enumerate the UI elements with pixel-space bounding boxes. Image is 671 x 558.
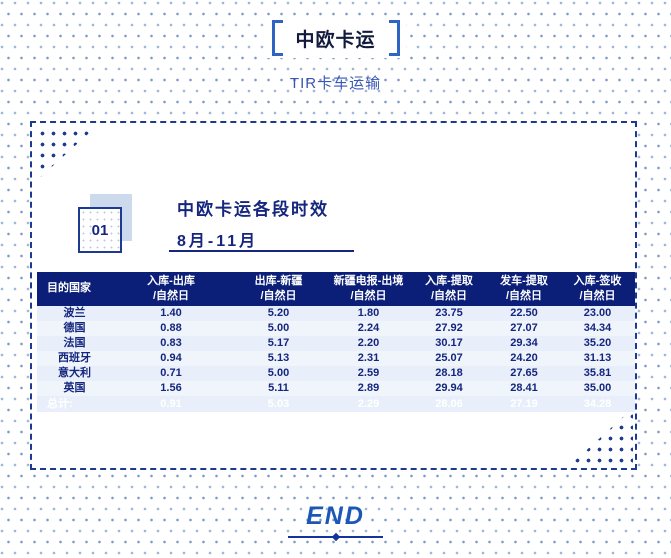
- value-cell: 35.81: [560, 365, 635, 381]
- table-row: 法国 0.83 5.17 2.20 30.17 29.34 35.20: [37, 335, 635, 351]
- value-cell: 30.17: [410, 335, 488, 351]
- value-cell: 29.94: [410, 380, 488, 396]
- value-cell: 27.65: [488, 365, 560, 381]
- total-value-cell: 34.28: [560, 395, 635, 412]
- value-cell: 2.20: [327, 335, 410, 351]
- value-cell: 2.59: [327, 365, 410, 381]
- section-title-line1: 中欧卡运各段时效: [177, 200, 329, 219]
- value-cell: 5.11: [230, 380, 327, 396]
- value-cell: 1.80: [327, 305, 410, 321]
- end-divider: [288, 532, 383, 542]
- value-cell: 23.00: [560, 305, 635, 321]
- value-cell: 28.41: [488, 380, 560, 396]
- table-row: 波兰 1.40 5.20 1.80 23.75 22.50 23.00: [37, 305, 635, 321]
- column-header: 入库-提取 /自然日: [410, 272, 488, 306]
- brand-title: 中欧卡运: [295, 29, 376, 51]
- column-header: 发车-提取 /自然日: [488, 272, 560, 306]
- value-cell: 22.50: [488, 305, 560, 321]
- timing-table: 目的国家 入库-出库 /自然日 出库-新疆 /自然日 新疆电报-出境 /自然日: [37, 272, 635, 412]
- value-cell: 2.24: [327, 320, 410, 336]
- column-header-country: 目的国家: [37, 272, 112, 306]
- corner-dots-top-left: [34, 125, 98, 183]
- country-cell: 西班牙: [37, 350, 112, 366]
- value-cell: 23.75: [410, 305, 488, 321]
- country-cell: 德国: [37, 320, 112, 336]
- total-value-cell: 5.03: [230, 395, 327, 412]
- right-bracket-icon: [388, 20, 400, 56]
- left-bracket-icon: [271, 20, 283, 56]
- table-row: 西班牙 0.94 5.13 2.31 25.07 24.20 31.13: [37, 350, 635, 366]
- value-cell: 1.40: [112, 305, 230, 321]
- value-cell: 5.00: [230, 320, 327, 336]
- value-cell: 25.07: [410, 350, 488, 366]
- column-header: 出库-新疆 /自然日: [230, 272, 327, 306]
- content-card: 01 中欧卡运各段时效 8月-11月 目的国家 入库-出库 /自然日: [30, 121, 637, 470]
- total-value-cell: 28.06: [410, 395, 488, 412]
- total-label: 总计:: [37, 395, 112, 412]
- total-value-cell: 2.29: [327, 395, 410, 412]
- end-section: END: [0, 502, 671, 542]
- value-cell: 28.18: [410, 365, 488, 381]
- end-label: END: [306, 502, 365, 530]
- section-number-badge: 01: [78, 207, 122, 253]
- value-cell: 5.00: [230, 365, 327, 381]
- brand-header: 中欧卡运: [265, 18, 406, 58]
- table-header-row: 目的国家 入库-出库 /自然日 出库-新疆 /自然日 新疆电报-出境 /自然日: [37, 272, 635, 306]
- title-underline: [169, 250, 354, 252]
- corner-dots-bottom-right: [569, 408, 633, 466]
- value-cell: 34.34: [560, 320, 635, 336]
- value-cell: 2.89: [327, 380, 410, 396]
- country-cell: 英国: [37, 380, 112, 396]
- column-header: 新疆电报-出境 /自然日: [327, 272, 410, 306]
- value-cell: 5.17: [230, 335, 327, 351]
- value-cell: 35.00: [560, 380, 635, 396]
- section-title: 中欧卡运各段时效 8月-11月: [177, 195, 329, 251]
- total-value-cell: 0.91: [112, 395, 230, 412]
- value-cell: 35.20: [560, 335, 635, 351]
- value-cell: 24.20: [488, 350, 560, 366]
- column-header: 入库-签收 /自然日: [560, 272, 635, 306]
- value-cell: 0.94: [112, 350, 230, 366]
- total-value-cell: 27.19: [488, 395, 560, 412]
- value-cell: 2.31: [327, 350, 410, 366]
- diamond-icon: [331, 532, 340, 542]
- value-cell: 0.88: [112, 320, 230, 336]
- country-cell: 波兰: [37, 305, 112, 321]
- value-cell: 31.13: [560, 350, 635, 366]
- value-cell: 27.92: [410, 320, 488, 336]
- table-row: 德国 0.88 5.00 2.24 27.92 27.07 34.34: [37, 320, 635, 336]
- value-cell: 0.83: [112, 335, 230, 351]
- table-row: 英国 1.56 5.11 2.89 29.94 28.41 35.00: [37, 380, 635, 396]
- value-cell: 5.20: [230, 305, 327, 321]
- value-cell: 0.71: [112, 365, 230, 381]
- subtitle: TIR卡车运输: [289, 75, 382, 92]
- value-cell: 1.56: [112, 380, 230, 396]
- country-cell: 法国: [37, 335, 112, 351]
- section-title-line2: 8月-11月: [177, 233, 259, 250]
- value-cell: 29.34: [488, 335, 560, 351]
- country-cell: 意大利: [37, 365, 112, 381]
- value-cell: 5.13: [230, 350, 327, 366]
- column-header: 入库-出库 /自然日: [112, 272, 230, 306]
- table-total-row: 总计: 0.91 5.03 2.29 28.06 27.19 34.28: [37, 395, 635, 412]
- value-cell: 27.07: [488, 320, 560, 336]
- table-row: 意大利 0.71 5.00 2.59 28.18 27.65 35.81: [37, 365, 635, 381]
